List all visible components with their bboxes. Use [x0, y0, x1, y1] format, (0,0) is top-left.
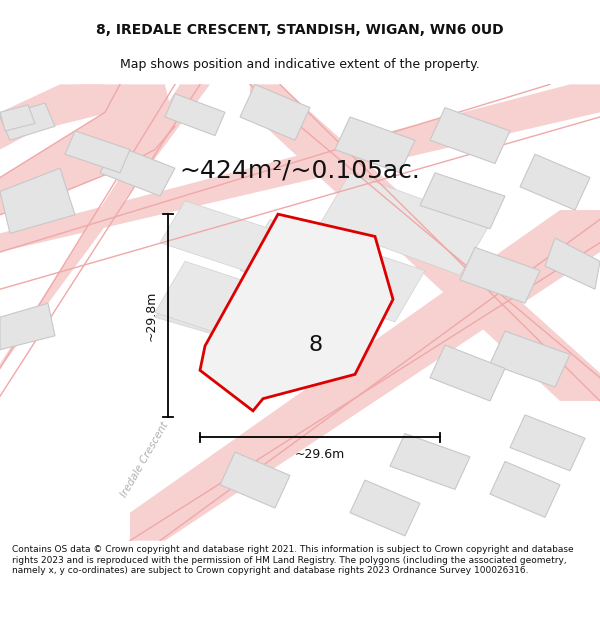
Text: Contains OS data © Crown copyright and database right 2021. This information is : Contains OS data © Crown copyright and d…: [12, 545, 574, 575]
Polygon shape: [0, 84, 600, 289]
Polygon shape: [430, 345, 505, 401]
Polygon shape: [220, 452, 290, 508]
Polygon shape: [240, 219, 425, 322]
Polygon shape: [510, 415, 585, 471]
Polygon shape: [520, 154, 590, 210]
Polygon shape: [460, 248, 540, 303]
Polygon shape: [350, 480, 420, 536]
Polygon shape: [250, 84, 600, 401]
Polygon shape: [165, 94, 225, 136]
Polygon shape: [130, 210, 600, 541]
Polygon shape: [320, 173, 490, 275]
Polygon shape: [0, 103, 55, 140]
Polygon shape: [155, 261, 340, 364]
Polygon shape: [390, 434, 470, 489]
Text: 8, IREDALE CRESCENT, STANDISH, WIGAN, WN6 0UD: 8, IREDALE CRESCENT, STANDISH, WIGAN, WN…: [96, 22, 504, 37]
Polygon shape: [430, 107, 510, 164]
Polygon shape: [155, 266, 360, 368]
Text: Iredale Crescent: Iredale Crescent: [119, 420, 170, 499]
Polygon shape: [490, 331, 570, 387]
Polygon shape: [65, 131, 130, 173]
Polygon shape: [0, 84, 210, 396]
Text: Map shows position and indicative extent of the property.: Map shows position and indicative extent…: [120, 58, 480, 71]
Polygon shape: [160, 201, 340, 294]
Polygon shape: [0, 303, 55, 350]
Polygon shape: [545, 238, 600, 289]
Text: ~29.6m: ~29.6m: [295, 448, 345, 461]
Polygon shape: [335, 117, 415, 173]
Polygon shape: [200, 214, 393, 411]
Text: ~424m²/~0.105ac.: ~424m²/~0.105ac.: [179, 159, 421, 182]
Text: 8: 8: [308, 335, 322, 355]
Polygon shape: [0, 84, 175, 215]
Polygon shape: [0, 168, 75, 233]
Polygon shape: [0, 84, 120, 149]
Text: ~29.8m: ~29.8m: [145, 291, 158, 341]
Polygon shape: [0, 105, 35, 131]
Polygon shape: [420, 173, 505, 229]
Polygon shape: [0, 84, 105, 159]
Polygon shape: [100, 145, 175, 196]
Polygon shape: [490, 461, 560, 518]
Polygon shape: [240, 84, 310, 140]
